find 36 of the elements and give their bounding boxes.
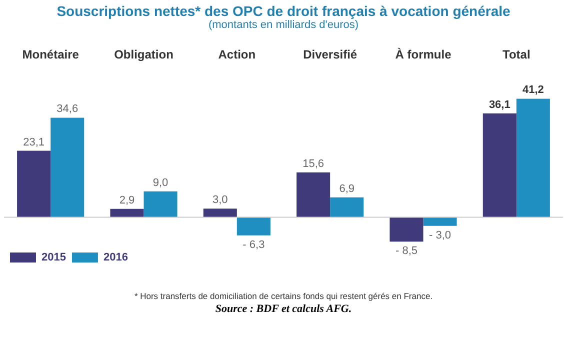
bar (50, 118, 84, 218)
data-label: 2,9 (119, 194, 135, 206)
legend-label: 2016 (103, 252, 128, 264)
legend-label: 2015 (42, 252, 66, 264)
x-tick-label: Diversifié (303, 48, 358, 62)
bar (330, 197, 364, 218)
data-label: 3,0 (212, 194, 228, 206)
bar (110, 208, 144, 218)
data-label: - 8,5 (395, 245, 418, 258)
data-label: 36,1 (488, 98, 510, 111)
x-tick-label: Monétaire (22, 48, 80, 62)
bar (236, 217, 270, 236)
chart-subtitle: (montants en milliards d'euros) (207, 19, 360, 31)
data-label: 23,1 (23, 136, 45, 148)
data-label: 6,9 (339, 182, 354, 195)
bar (390, 217, 424, 242)
data-label: 9,0 (152, 176, 168, 189)
bar (17, 150, 51, 218)
data-label: 41,2 (522, 84, 544, 96)
data-label: 15,6 (302, 158, 324, 170)
bar (516, 98, 550, 218)
x-tick-label: Total (502, 48, 530, 62)
bar (203, 208, 237, 218)
source-note: Source : BDF et calculs AFG. (214, 303, 353, 315)
data-label: - 3,0 (429, 229, 452, 242)
x-tick-label: Obligation (114, 48, 174, 62)
data-label: 34,6 (56, 103, 78, 116)
bar (144, 191, 178, 218)
chart-title: Souscriptions nettes* des OPC de droit français à vocation générale (56, 3, 512, 19)
text: * Hors transferts de domiciliation de certains fonds qui restent gérés en France. (133, 291, 434, 301)
data-label: - 6,3 (242, 238, 265, 251)
x-tick-label: Action (218, 48, 256, 62)
bar (423, 217, 457, 226)
bar (482, 113, 516, 218)
x-tick-label: À formule (395, 48, 452, 62)
bar (296, 172, 330, 218)
